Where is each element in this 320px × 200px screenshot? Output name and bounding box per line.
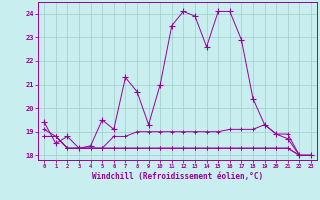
X-axis label: Windchill (Refroidissement éolien,°C): Windchill (Refroidissement éolien,°C) (92, 172, 263, 181)
